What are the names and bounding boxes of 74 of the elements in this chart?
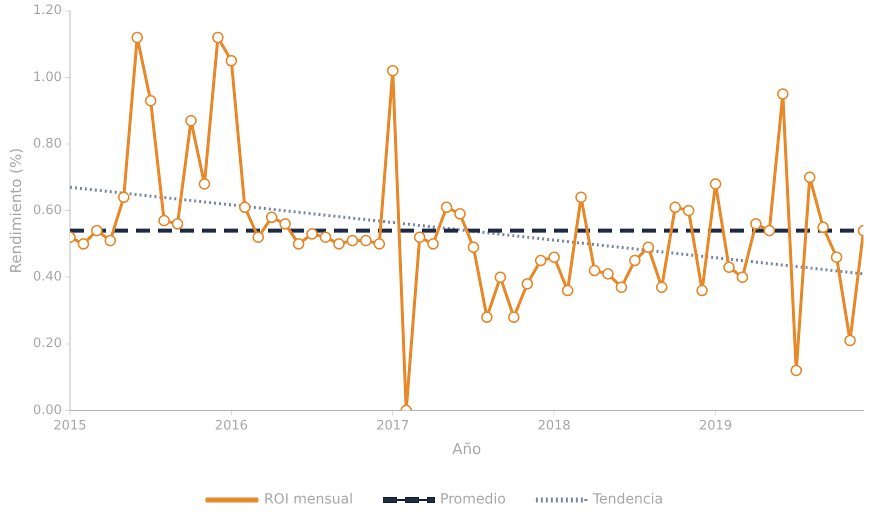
point (696, 284, 708, 296)
y-tick-label: 1.20 (32, 3, 62, 18)
point (844, 334, 856, 346)
point (494, 271, 506, 283)
point (104, 234, 116, 246)
point (736, 271, 748, 283)
point (588, 264, 600, 276)
point (239, 202, 251, 214)
y-tick-label: 0.20 (32, 336, 62, 352)
point (481, 311, 493, 323)
y-axis-title: Rendimiento (%) (6, 148, 25, 274)
point (320, 231, 332, 243)
x-tick-label: 2016 (214, 418, 248, 434)
point (508, 311, 520, 323)
point (669, 202, 681, 214)
point (252, 231, 264, 243)
point (279, 218, 291, 230)
point (790, 364, 802, 376)
x-tick-label: 2019 (699, 418, 732, 434)
point (266, 212, 278, 224)
y-tick-label: 1.00 (32, 70, 62, 85)
point (454, 208, 466, 220)
point (468, 241, 480, 253)
point (629, 254, 641, 266)
point (118, 192, 130, 204)
point (817, 222, 829, 233)
point (374, 238, 386, 250)
point (212, 32, 224, 44)
point (333, 238, 345, 250)
point (386, 64, 398, 76)
point (78, 238, 90, 250)
point (198, 178, 210, 190)
legend-label: Tendencia (592, 492, 664, 508)
point (522, 278, 533, 290)
point (616, 281, 628, 293)
point (562, 284, 574, 296)
x-axis-title: Año (452, 440, 482, 458)
point (144, 94, 156, 106)
point (427, 238, 439, 250)
point (306, 228, 318, 240)
point (750, 218, 762, 230)
point (656, 281, 668, 293)
point (642, 241, 654, 253)
point (131, 32, 143, 44)
point (414, 231, 426, 243)
x-tick-label: 2017 (376, 418, 410, 434)
point (602, 268, 614, 280)
y-tick-label: 0.60 (32, 202, 62, 218)
point (360, 234, 372, 246)
point (777, 88, 789, 100)
point (575, 192, 587, 204)
legend-label: ROI mensual (264, 492, 354, 508)
point (548, 251, 560, 263)
point (710, 178, 722, 190)
legend-label: Promedio (440, 492, 506, 508)
point (158, 214, 170, 226)
point (346, 234, 358, 246)
point (172, 218, 184, 230)
x-tick-label: 2015 (53, 418, 86, 434)
y-tick-label: 0.40 (32, 270, 62, 285)
point (226, 55, 238, 66)
point (830, 251, 842, 263)
y-tick-label: 0.80 (32, 136, 62, 152)
point (91, 224, 103, 236)
point (682, 204, 694, 216)
point (723, 261, 735, 273)
x-tick-label: 2018 (538, 418, 571, 434)
point (440, 202, 452, 214)
y-tick-label: 0.00 (32, 402, 62, 418)
point (534, 254, 546, 266)
point (804, 172, 816, 184)
point (185, 114, 197, 126)
point (292, 238, 304, 250)
point (764, 224, 776, 236)
